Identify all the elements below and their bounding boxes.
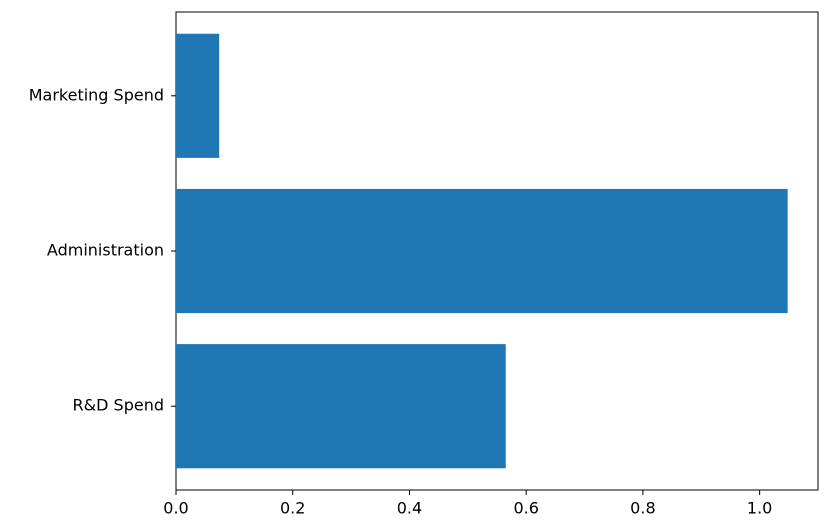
x-tick-label: 0.2 bbox=[280, 499, 305, 518]
x-tick-label: 0.0 bbox=[163, 499, 188, 518]
x-tick-label: 1.0 bbox=[747, 499, 772, 518]
y-tick-label: R&D Spend bbox=[73, 396, 164, 415]
x-tick-label: 0.4 bbox=[397, 499, 422, 518]
y-tick-label: Administration bbox=[47, 241, 164, 260]
bar bbox=[176, 188, 788, 314]
x-tick-label: 0.8 bbox=[630, 499, 655, 518]
x-tick-label: 0.6 bbox=[513, 499, 538, 518]
bar bbox=[176, 33, 220, 158]
bar bbox=[176, 344, 506, 469]
y-tick-label: Marketing Spend bbox=[29, 85, 164, 104]
